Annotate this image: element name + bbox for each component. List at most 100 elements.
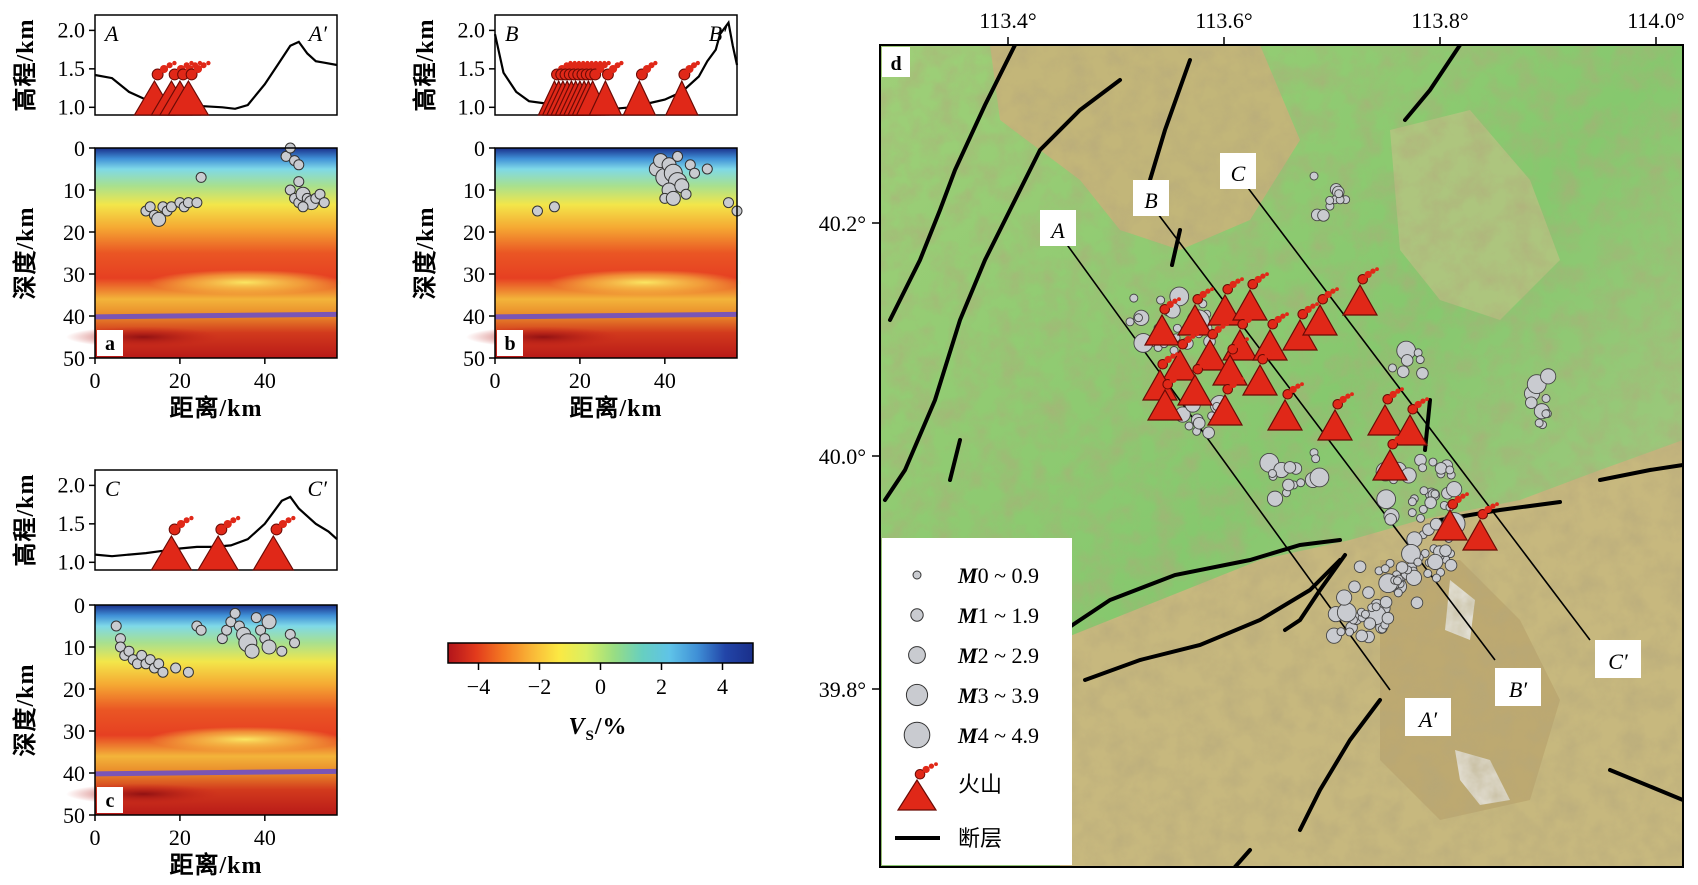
latitude-tick-label: 39.8°	[819, 677, 866, 702]
map-volcano	[1461, 502, 1499, 551]
map-earthquake	[1407, 497, 1417, 507]
map-earthquake	[1296, 478, 1306, 488]
legend-magnitude-label: M1 ~ 1.9	[957, 603, 1039, 628]
profile-volcano	[150, 515, 194, 571]
map-earthquake	[1129, 293, 1139, 303]
profile-end-label: A′	[307, 21, 328, 46]
latitude-tick-label: 40.2°	[819, 211, 866, 236]
map-earthquake	[1360, 609, 1370, 619]
depth-tick-label: 50	[63, 346, 85, 371]
map-volcano	[1341, 267, 1379, 316]
map-volcano	[1316, 392, 1354, 441]
depth-tick-label: 0	[474, 136, 485, 161]
depth-tick-label: 10	[63, 635, 85, 660]
distance-axis-title: 距离/km	[569, 394, 662, 422]
moho-line	[94, 768, 338, 777]
map-earthquake	[1393, 588, 1403, 598]
section-earthquake	[318, 197, 330, 209]
map-earthquake	[1405, 569, 1422, 586]
label-B-prime: B′	[1509, 677, 1528, 702]
depth-tick-label: 0	[74, 136, 85, 161]
map-earthquake	[1418, 504, 1428, 514]
map-earthquake	[1363, 617, 1377, 630]
depth-tick-label: 20	[463, 220, 485, 245]
legend-magnitude-symbol	[912, 570, 922, 580]
map-earthquake	[1416, 513, 1425, 523]
map-earthquake	[1420, 548, 1430, 558]
profile-start-label: C	[105, 476, 120, 501]
depth-tick-label: 40	[63, 761, 85, 786]
depth-tick-label: 50	[463, 346, 485, 371]
legend-magnitude-symbol	[910, 608, 924, 622]
colorbar-title-main: V	[568, 714, 586, 740]
map-earthquake	[1396, 365, 1410, 378]
section-earthquake	[723, 197, 735, 209]
label-A-prime: A′	[1417, 707, 1438, 732]
profile-volcano	[167, 60, 211, 116]
map-earthquake	[1371, 602, 1381, 612]
map-earthquake	[1311, 454, 1321, 464]
map-volcano	[1281, 302, 1319, 351]
section-earthquake	[293, 176, 305, 188]
elevation-tick-label: 1.5	[58, 511, 86, 536]
distance-tick-label: 40	[254, 825, 276, 850]
section-earthquake	[672, 150, 684, 162]
depth-axis-title: 深度/km	[11, 663, 39, 756]
label-C-prime: C′	[1608, 649, 1629, 674]
topography-line	[94, 495, 338, 558]
map-volcano	[1371, 432, 1409, 481]
map-volcano	[1301, 287, 1339, 336]
map-earthquake	[1430, 489, 1440, 499]
distance-tick-label: 0	[490, 368, 501, 393]
section-earthquake	[261, 614, 277, 630]
map-volcano	[1146, 372, 1184, 421]
depth-tick-label: 30	[63, 719, 85, 744]
section-earthquake	[289, 637, 301, 649]
depth-tick-label: 30	[63, 262, 85, 287]
map-earthquake	[1415, 355, 1425, 365]
profile-volcano	[197, 515, 241, 571]
profile-end-label: B′	[709, 21, 728, 46]
legend-volcano-label: 火山	[958, 772, 1002, 797]
label-C: C	[1231, 161, 1246, 186]
elevation-tick-label: 1.5	[458, 56, 486, 81]
depth-axis-title: 深度/km	[411, 206, 439, 299]
map-earthquake	[1445, 465, 1455, 475]
map-earthquake	[1434, 462, 1448, 475]
map-earthquake	[1202, 426, 1215, 440]
depth-tick-label: 20	[63, 677, 85, 702]
section-earthquake	[151, 211, 167, 227]
colorbar-tick-label: 2	[656, 674, 667, 699]
distance-tick-label: 20	[169, 368, 191, 393]
map-earthquake	[1446, 481, 1463, 498]
legend-fault-label: 断层	[958, 826, 1002, 851]
map-panel-label: d	[890, 53, 901, 75]
profile-panel-label: b	[504, 333, 515, 355]
map-earthquake	[1317, 209, 1330, 222]
colorbar-ramp	[447, 642, 754, 664]
legend-magnitude-symbol	[903, 721, 931, 749]
depth-tick-label: 50	[63, 803, 85, 828]
map-earthquake	[1134, 313, 1143, 323]
section-earthquake	[250, 612, 262, 624]
section-earthquake	[261, 639, 277, 655]
map-earthquake	[1362, 586, 1375, 599]
section-earthquake	[548, 201, 560, 213]
map-volcano	[1143, 297, 1181, 346]
map-earthquake	[1541, 409, 1551, 419]
distance-tick-label: 0	[90, 368, 101, 393]
map-volcano	[1431, 492, 1469, 541]
elevation-tick-label: 1.0	[458, 94, 486, 119]
map-earthquake	[1325, 196, 1335, 205]
legend-volcano-symbol	[896, 762, 938, 811]
distance-axis-title: 距离/km	[169, 394, 262, 422]
map-earthquake	[1266, 490, 1284, 507]
section-earthquake	[531, 205, 543, 217]
section-earthquake	[665, 190, 681, 206]
map-earthquake	[1376, 489, 1397, 510]
map-earthquake	[1407, 508, 1417, 518]
moho-line	[494, 311, 738, 320]
legend-magnitude-label: M2 ~ 2.9	[957, 643, 1039, 668]
